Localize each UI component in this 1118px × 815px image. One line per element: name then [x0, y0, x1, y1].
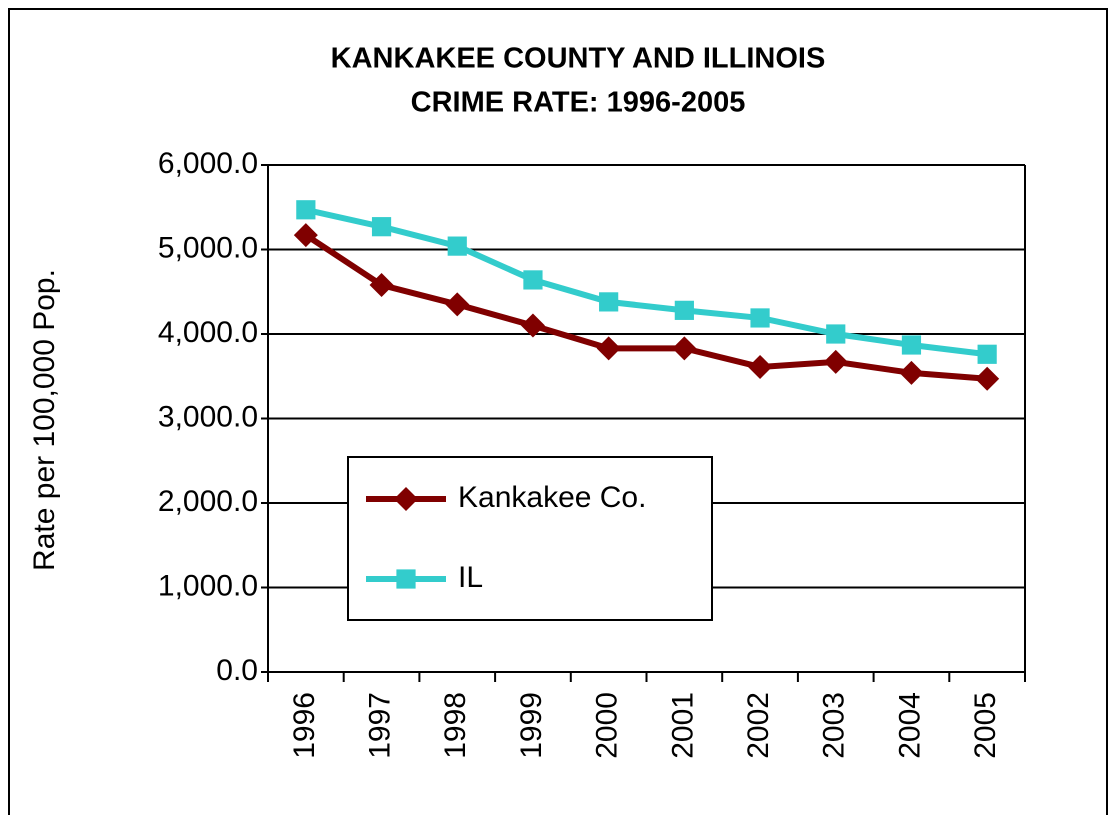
- x-tick-label: 2003: [818, 692, 851, 759]
- marker: [371, 217, 392, 237]
- legend-label: Kankakee Co.: [458, 481, 646, 514]
- marker: [520, 313, 545, 338]
- legend-box: [347, 456, 713, 621]
- x-tick-label: 1998: [439, 692, 472, 759]
- y-tick-label: 2,000.0: [158, 485, 258, 518]
- marker: [296, 200, 316, 220]
- chart-frame: [8, 8, 1108, 815]
- chart-title: CRIME RATE: 1996-2005: [411, 87, 746, 119]
- series-line: [304, 232, 988, 382]
- marker: [447, 236, 467, 256]
- marker: [596, 336, 621, 361]
- marker: [674, 300, 694, 320]
- marker: [826, 324, 846, 344]
- x-tick-label: 2005: [969, 692, 1002, 759]
- marker: [750, 308, 770, 328]
- y-tick-label: 4,000.0: [158, 316, 258, 349]
- x-tick-label: 1999: [515, 692, 548, 759]
- y-tick-label: 0.0: [216, 654, 258, 687]
- y-tick-label: 5,000.0: [158, 231, 258, 264]
- y-tick-label: 6,000.0: [158, 147, 258, 180]
- marker: [445, 292, 470, 317]
- marker: [901, 335, 922, 355]
- y-tick-label: 1,000.0: [158, 569, 258, 602]
- chart-title: KANKAKEE COUNTY AND ILLINOIS: [331, 43, 826, 75]
- x-tick-label: 2000: [591, 692, 624, 759]
- marker: [599, 292, 619, 312]
- legend-label: IL: [458, 561, 483, 594]
- marker: [672, 336, 697, 361]
- marker: [975, 366, 1000, 391]
- marker: [977, 344, 997, 364]
- marker: [369, 272, 394, 297]
- marker: [394, 487, 418, 511]
- marker: [293, 223, 318, 248]
- marker: [396, 569, 416, 589]
- x-tick-label: 1996: [288, 692, 321, 759]
- x-tick-label: 1997: [363, 692, 396, 759]
- series-line: [305, 206, 988, 358]
- y-tick-label: 3,000.0: [158, 400, 258, 433]
- x-tick-label: 2004: [893, 692, 926, 759]
- marker: [523, 270, 543, 290]
- marker: [823, 349, 848, 374]
- marker: [748, 354, 773, 379]
- marker: [899, 360, 924, 385]
- x-tick-label: 2001: [666, 692, 699, 759]
- y-axis-label: Rate per 100,000 Pop.: [28, 269, 61, 571]
- x-tick-label: 2002: [742, 692, 775, 759]
